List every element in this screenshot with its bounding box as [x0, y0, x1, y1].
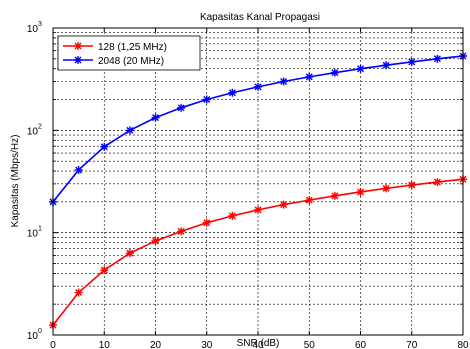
legend-label: 128 (1,25 MHz) [98, 42, 167, 53]
data-point [151, 113, 160, 122]
y-tick-label: 10 [27, 229, 39, 240]
data-point [433, 54, 442, 63]
y-tick-label: 10 [27, 126, 39, 137]
x-tick-label: 10 [99, 340, 111, 349]
chart-title: Kapasitas Kanal Propagasi [200, 12, 320, 23]
data-point [228, 211, 237, 220]
legend: 128 (1,25 MHz) 2048 (20 MHz) [57, 35, 201, 71]
x-tick-label: 0 [50, 340, 56, 349]
data-point [228, 88, 237, 97]
data-point [254, 82, 262, 91]
data-point [433, 178, 442, 187]
data-point [177, 227, 186, 236]
x-axis-label: SNR (dB) [237, 338, 280, 349]
data-point [382, 61, 391, 70]
data-point [407, 57, 416, 66]
data-point [254, 205, 262, 214]
data-point [74, 165, 83, 174]
x-tick-label: 30 [201, 340, 213, 349]
data-point [407, 181, 416, 190]
data-point [151, 236, 160, 245]
x-tick-label: 20 [150, 340, 162, 349]
data-point [279, 77, 288, 86]
x-tick-label: 50 [304, 340, 316, 349]
data-point [305, 196, 314, 205]
data-point [279, 200, 288, 209]
data-point [74, 288, 83, 297]
data-point [100, 142, 109, 151]
data-point [177, 103, 186, 112]
y-axis-label: Kapasitas (Mbps/Hz) [10, 135, 21, 228]
legend-box [57, 35, 201, 71]
y-tick-exponent: 2 [38, 123, 42, 130]
data-point [330, 191, 339, 200]
data-point [125, 249, 134, 258]
x-tick-label: 40 [252, 340, 264, 349]
data-point [305, 72, 314, 81]
data-point [202, 218, 211, 227]
data-point [330, 68, 339, 77]
data-point [100, 266, 109, 275]
x-tick-label: 70 [406, 340, 418, 349]
legend-entry: 2048 (20 MHz) [63, 56, 164, 67]
data-point [356, 64, 365, 73]
y-tick-label: 10 [27, 331, 39, 342]
x-axis-ticks: 0 10 20 30 40 50 60 70 80 [50, 28, 469, 349]
data-point [202, 95, 211, 104]
data-point [382, 184, 391, 193]
legend-label: 2048 (20 MHz) [98, 56, 164, 67]
y-tick-exponent: 1 [38, 226, 42, 233]
y-tick-exponent: 3 [38, 21, 42, 28]
y-tick-label: 10 [27, 24, 39, 35]
y-tick-exponent: 0 [38, 328, 42, 335]
x-tick-label: 80 [457, 340, 469, 349]
data-point [356, 187, 365, 196]
legend-entry: 128 (1,25 MHz) [63, 42, 167, 53]
data-point [125, 126, 134, 135]
x-tick-label: 60 [355, 340, 367, 349]
